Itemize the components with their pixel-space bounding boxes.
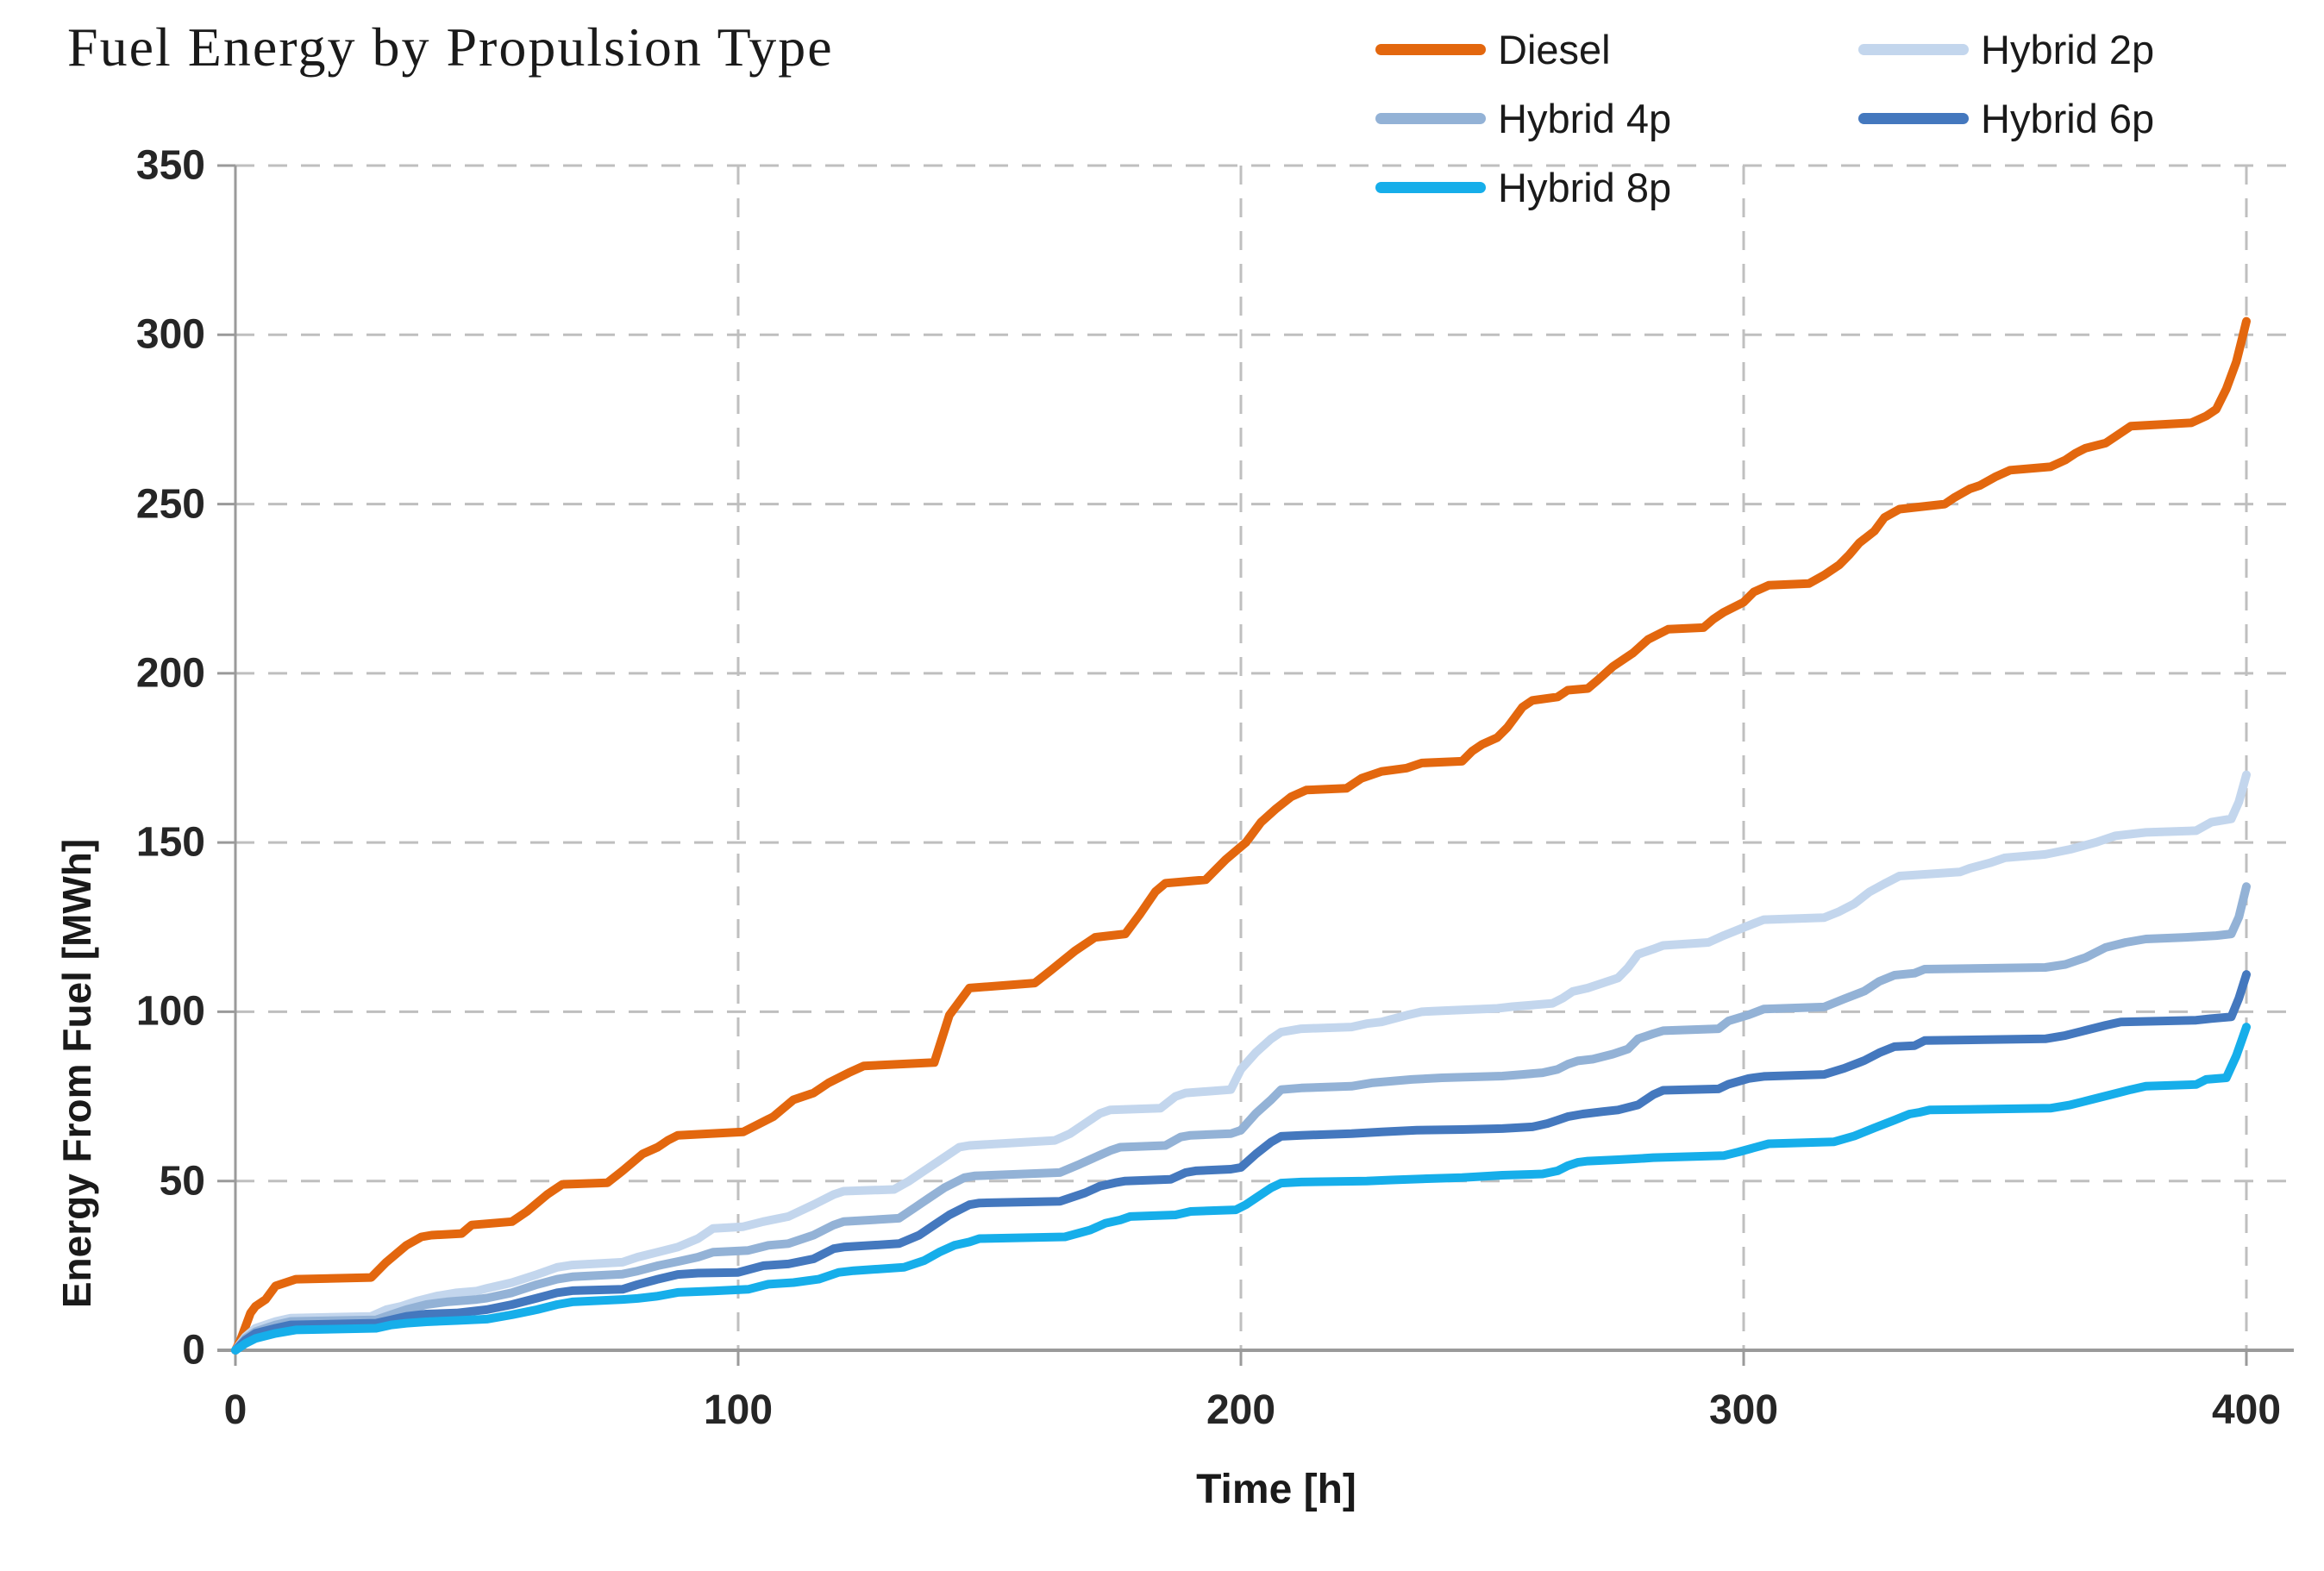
legend-swatch-icon xyxy=(1858,112,1969,124)
legend-label: Hybrid 8p xyxy=(1498,164,1672,210)
legend-item-hybrid-2p[interactable]: Hybrid 2p xyxy=(1858,26,2154,72)
x-tick-label: 400 xyxy=(2211,1387,2282,1433)
legend-item-diesel[interactable]: Diesel xyxy=(1375,26,1611,72)
series-line-hybrid-4p xyxy=(231,882,2251,1355)
y-tick-label: 300 xyxy=(135,311,205,358)
x-tick-label: 100 xyxy=(703,1387,774,1433)
legend-label: Hybrid 2p xyxy=(1981,26,2155,72)
legend-label: Diesel xyxy=(1498,26,1611,72)
legend-swatch-icon xyxy=(1375,43,1486,55)
legend-swatch-icon xyxy=(1375,181,1486,193)
series-line-diesel xyxy=(231,316,2251,1355)
legend-swatch-icon xyxy=(1375,112,1486,124)
legend-label: Hybrid 4p xyxy=(1498,95,1672,141)
x-tick-label: 300 xyxy=(1708,1387,1779,1433)
series-line-hybrid-2p xyxy=(231,770,2251,1355)
y-tick-label: 0 xyxy=(182,1327,205,1374)
y-tick-label: 150 xyxy=(135,819,205,866)
legend-item-hybrid-6p[interactable]: Hybrid 6p xyxy=(1858,95,2154,141)
y-axis-title: Energy From Fuel [MWh] xyxy=(54,838,99,1309)
y-tick-label: 200 xyxy=(135,650,205,697)
y-tick-label: 350 xyxy=(135,142,205,189)
legend-item-hybrid-8p[interactable]: Hybrid 8p xyxy=(1375,164,1671,210)
series-line-hybrid-6p xyxy=(231,970,2251,1355)
chart-title: Fuel Energy by Propulsion Type xyxy=(67,16,834,78)
series-line-hybrid-8p xyxy=(231,1023,2251,1355)
y-tick-label: 50 xyxy=(159,1158,205,1205)
x-tick-label: 200 xyxy=(1206,1387,1276,1433)
y-tick-label: 250 xyxy=(135,481,205,528)
legend-label: Hybrid 6p xyxy=(1981,95,2155,141)
y-tick-label: 100 xyxy=(135,988,205,1035)
legend-item-hybrid-4p[interactable]: Hybrid 4p xyxy=(1375,95,1671,141)
x-axis-title: Time [h] xyxy=(1196,1467,1356,1512)
legend-swatch-icon xyxy=(1858,43,1969,55)
x-tick-label: 0 xyxy=(223,1387,247,1433)
